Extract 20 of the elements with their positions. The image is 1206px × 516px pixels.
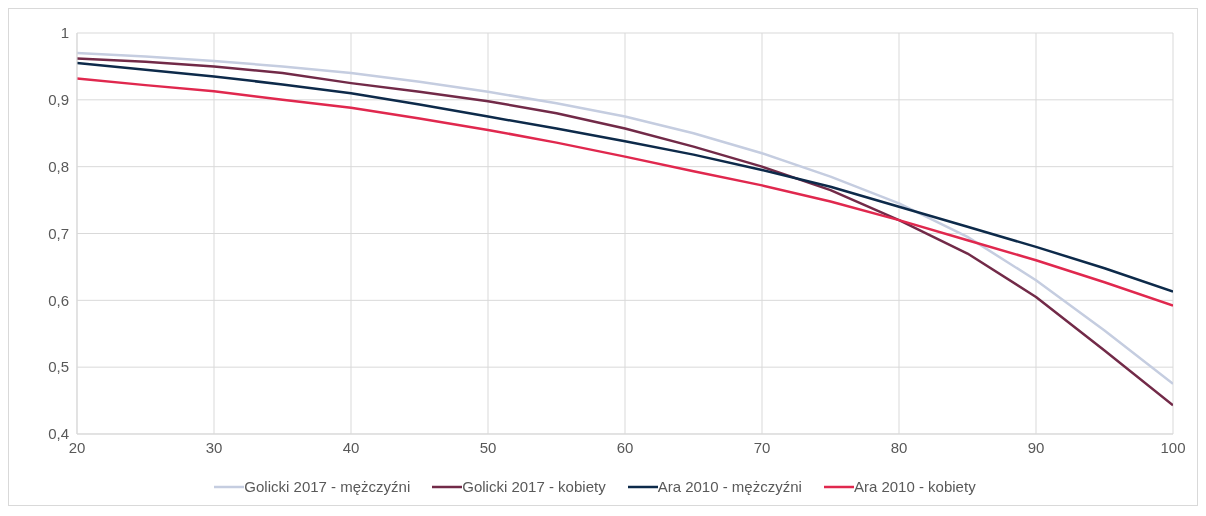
y-tick-label: 0,8: [48, 157, 69, 175]
legend-label: Ara 2010 - kobiety: [853, 478, 976, 495]
x-tick-label: 90: [1027, 438, 1045, 456]
y-tick-label: 0,7: [48, 224, 69, 242]
y-tick-label: 1: [60, 24, 69, 42]
legend-label: Golicki 2017 - mężczyźni: [244, 478, 411, 495]
y-tick-label: 0,9: [48, 91, 69, 109]
x-tick-label: 80: [890, 438, 908, 456]
x-tick-label: 70: [753, 438, 771, 456]
x-tick-label: 100: [1160, 438, 1186, 456]
x-tick-label: 60: [616, 438, 634, 456]
legend-label: Golicki 2017 - kobiety: [462, 478, 606, 495]
legend-label: Ara 2010 - mężczyźni: [657, 478, 802, 495]
x-tick-label: 50: [479, 438, 497, 456]
x-tick-label: 30: [205, 438, 223, 456]
y-tick-label: 0,6: [48, 291, 69, 309]
y-tick-label: 0,4: [48, 425, 69, 443]
y-tick-label: 0,5: [48, 358, 69, 376]
x-tick-label: 40: [342, 438, 360, 456]
x-tick-label: 20: [68, 438, 86, 456]
